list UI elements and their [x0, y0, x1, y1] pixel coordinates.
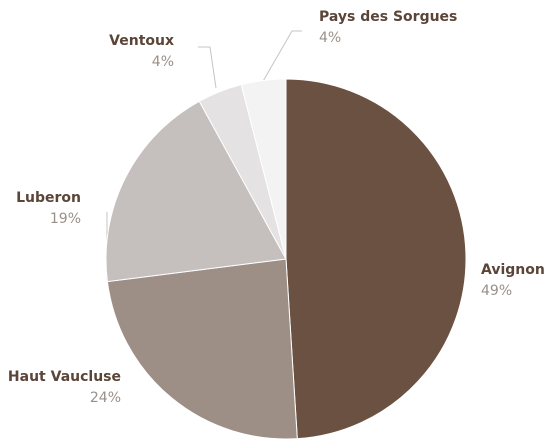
slice-value: 49% — [481, 283, 512, 299]
pie-slice — [105, 100, 287, 283]
slice-value: 24% — [90, 390, 121, 406]
pie-slice — [106, 258, 298, 439]
leader-line — [198, 46, 217, 89]
slice-label: Luberon — [16, 190, 81, 206]
pie-slice — [240, 78, 287, 260]
pie-slice — [285, 78, 467, 439]
slice-label: Pays des Sorgues — [319, 9, 457, 25]
slice-value: 4% — [152, 54, 174, 70]
slice-label: Avignon — [481, 262, 545, 278]
slice-value: 19% — [50, 211, 81, 227]
leader-line — [261, 30, 302, 84]
slice-label: Haut Vaucluse — [8, 369, 121, 385]
slice-label: Ventoux — [109, 33, 174, 49]
slice-value: 4% — [319, 30, 341, 46]
